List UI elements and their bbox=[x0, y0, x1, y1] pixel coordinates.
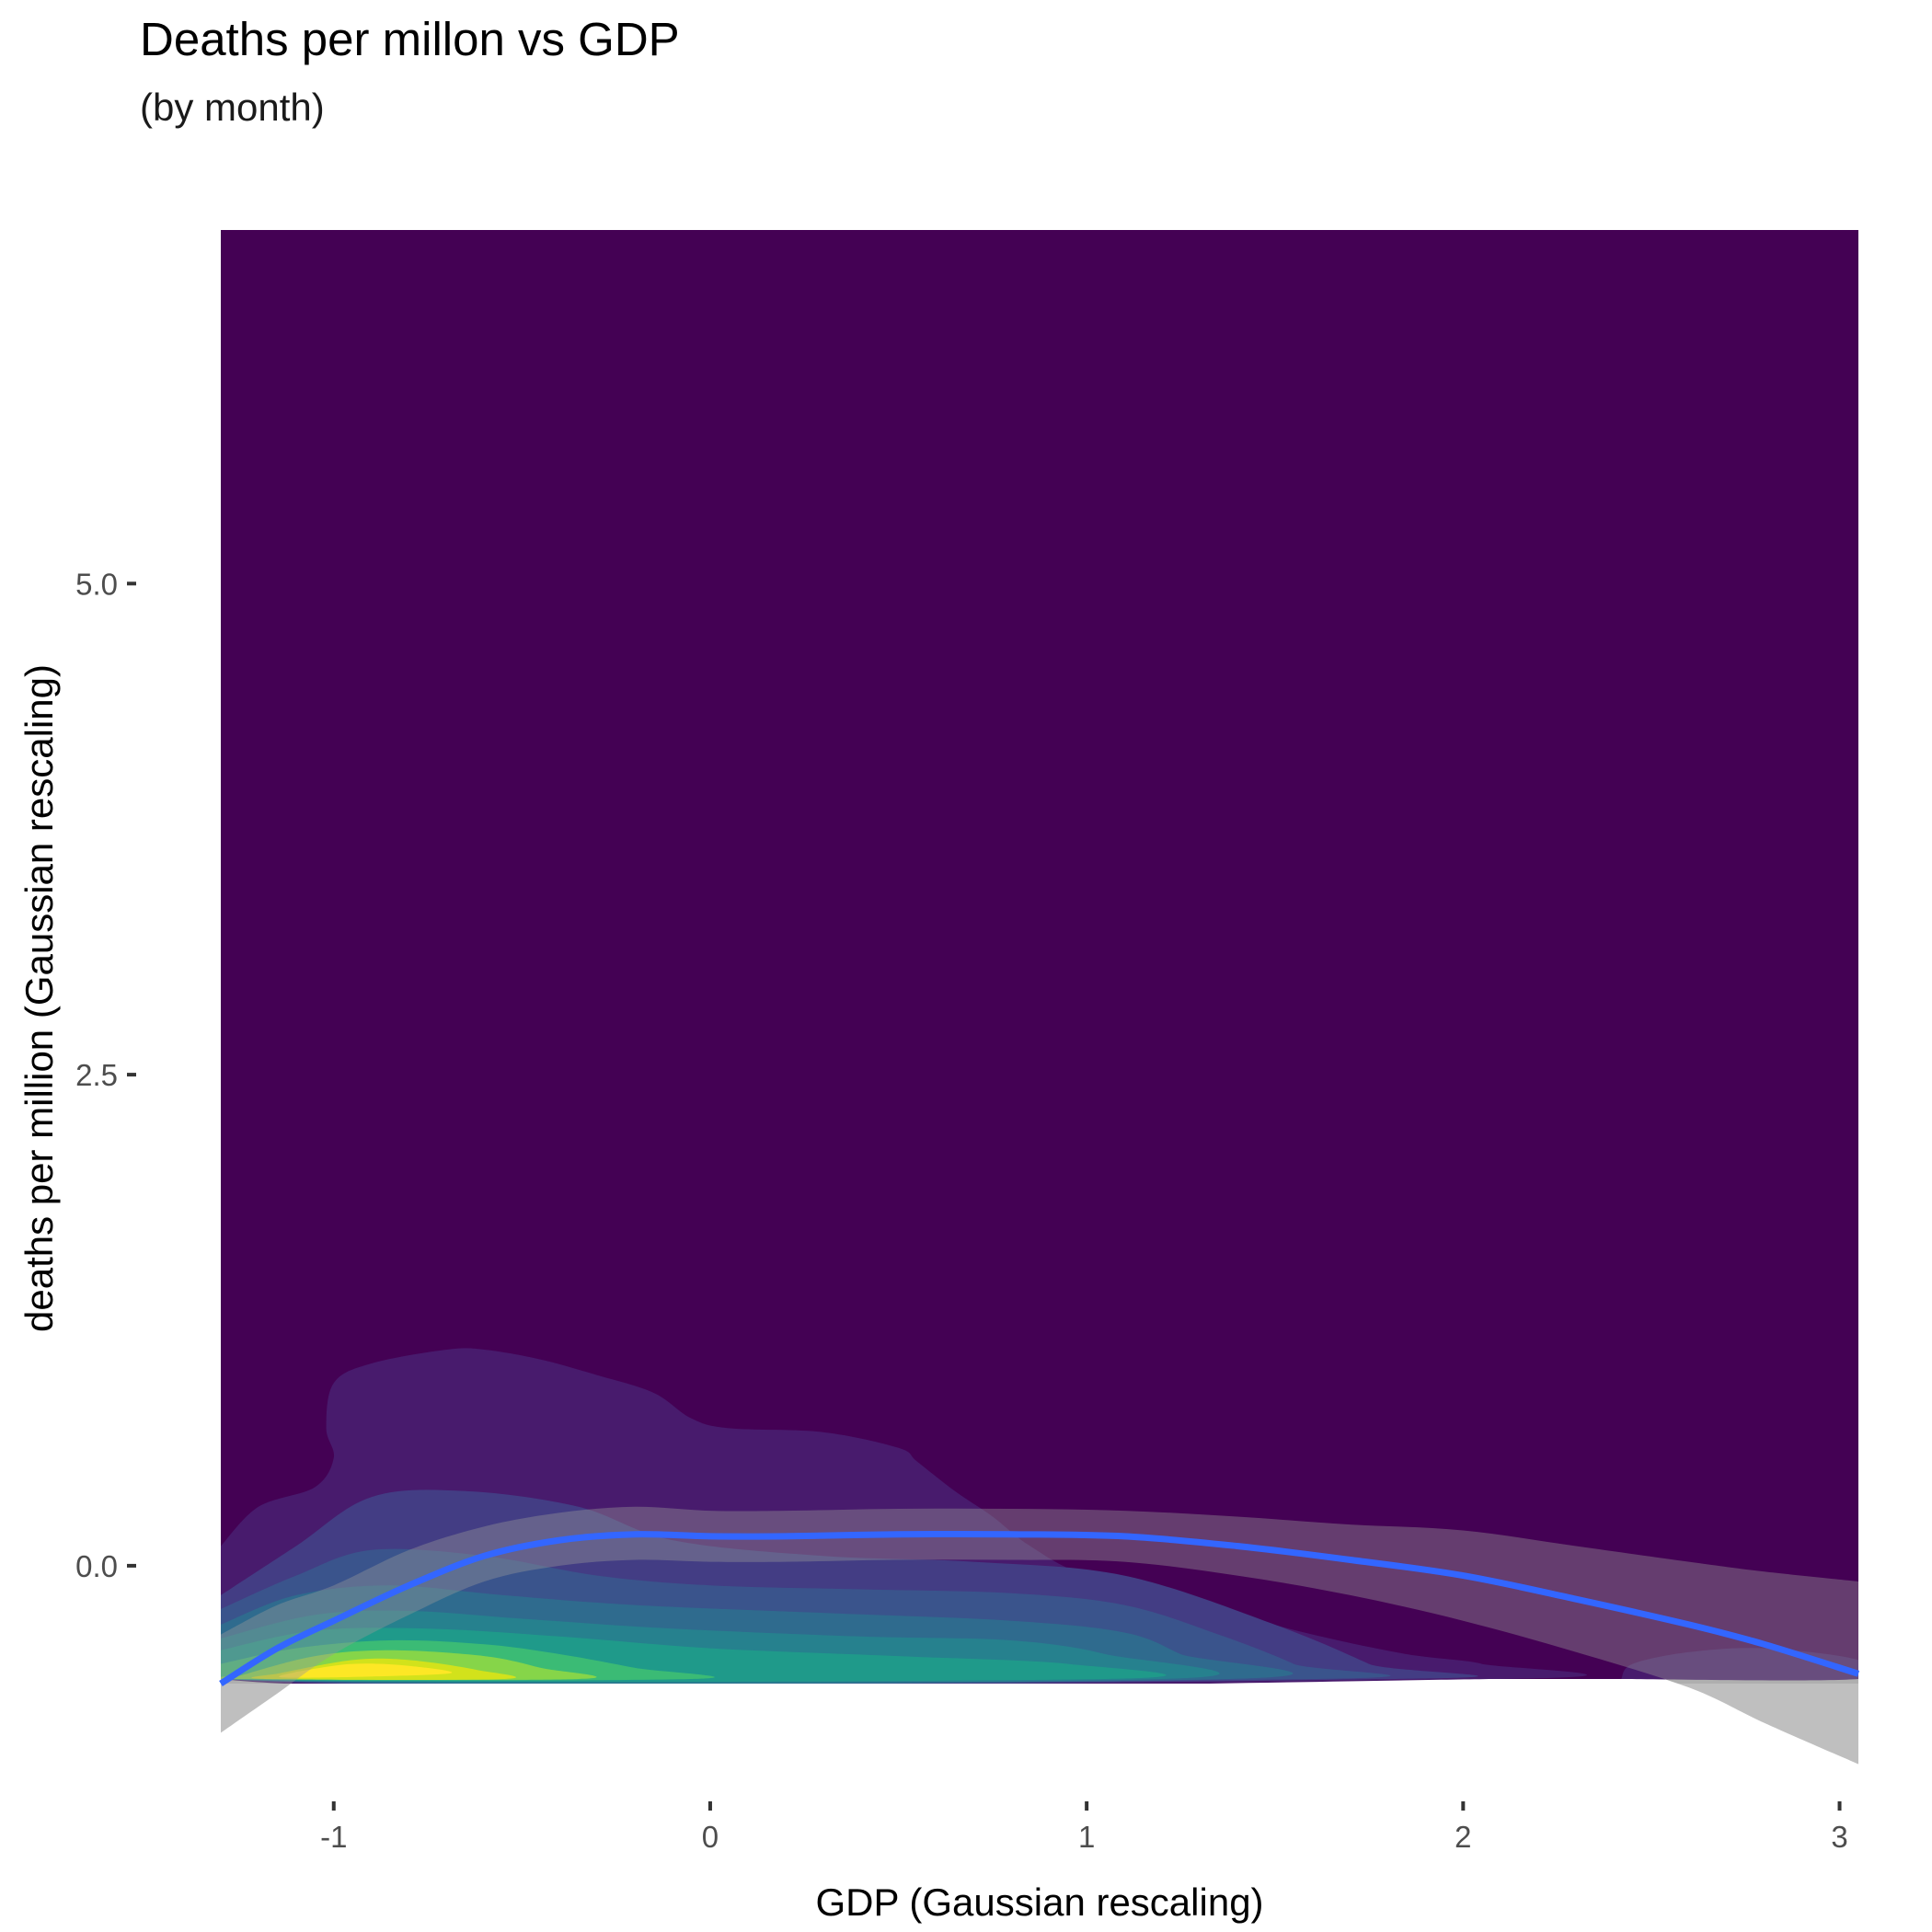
confidence-band-overlay bbox=[221, 1506, 1858, 1684]
chart-title: Deaths per millon vs GDP bbox=[140, 13, 680, 65]
x-tick-label: 1 bbox=[1078, 1820, 1095, 1854]
smooth-line bbox=[219, 1530, 1860, 1686]
plot-panel bbox=[221, 230, 1858, 1684]
chart-subtitle: (by month) bbox=[140, 86, 325, 129]
y-tick-label: 2.5 bbox=[75, 1058, 118, 1092]
x-tick-label: 0 bbox=[702, 1820, 719, 1854]
y-axis: 0.0 2.5 5.0 bbox=[75, 567, 136, 1583]
y-tick-label: 5.0 bbox=[75, 567, 118, 601]
smooth-line-layer bbox=[219, 1530, 1860, 1686]
y-tick-label: 0.0 bbox=[75, 1549, 118, 1583]
x-tick-label: -1 bbox=[320, 1820, 347, 1854]
x-tick-label: 3 bbox=[1831, 1820, 1847, 1854]
x-axis-title: GDP (Gaussian rescaling) bbox=[815, 1880, 1263, 1924]
y-axis-title: deaths per million (Gaussian rescaling) bbox=[17, 664, 61, 1332]
x-tick-label: 2 bbox=[1455, 1820, 1471, 1854]
density-band-10 bbox=[279, 1663, 453, 1678]
x-axis: -1 0 1 2 3 bbox=[320, 1801, 1848, 1854]
